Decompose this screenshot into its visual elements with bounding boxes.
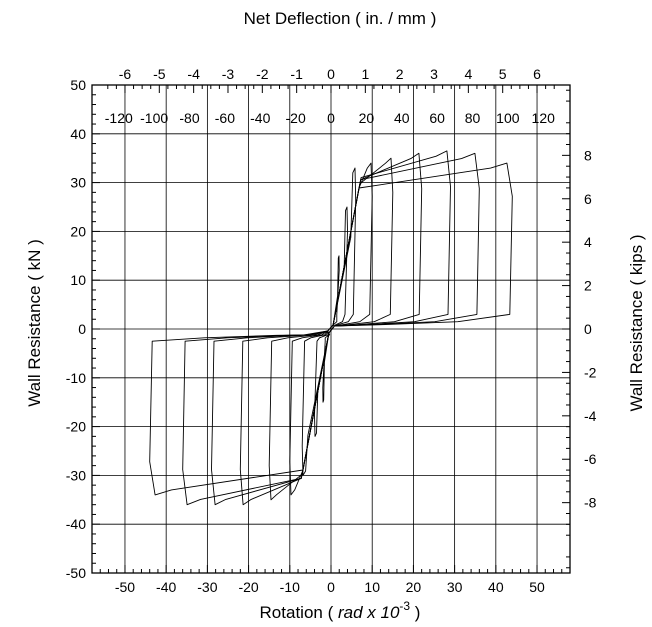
hysteresis-loop-9: [149, 162, 513, 496]
left-tick-label: -20: [66, 419, 86, 435]
left-axis-title: Wall Resistance ( kN ): [25, 239, 44, 407]
left-tick-label: 20: [70, 223, 86, 239]
bottom-tick-label: 10: [364, 579, 380, 595]
right-tick-label: -2: [584, 364, 597, 380]
right-tick-label: 4: [584, 234, 592, 250]
bottom-tick-label: 30: [447, 579, 463, 595]
mm-tick-label: 40: [394, 110, 410, 126]
top-inch-tick-label: 4: [464, 66, 472, 82]
top-inch-tick-label: -4: [187, 66, 200, 82]
left-tick-label: 10: [70, 272, 86, 288]
left-tick-label: -40: [66, 516, 86, 532]
right-tick-label: 8: [584, 147, 592, 163]
bottom-tick-label: 50: [529, 579, 545, 595]
top-inch-tick-label: -1: [290, 66, 303, 82]
bottom-tick-label: -30: [197, 579, 217, 595]
mm-tick-label: -100: [140, 110, 168, 126]
right-tick-label: 6: [584, 191, 592, 207]
bottom-tick-label: -40: [156, 579, 176, 595]
mm-tick-label: -40: [250, 110, 270, 126]
mm-tick-label: 120: [532, 110, 556, 126]
right-tick-label: -8: [584, 495, 597, 511]
top-inch-tick-label: 5: [499, 66, 507, 82]
mm-tick-label: 0: [327, 110, 335, 126]
mm-tick-label: 60: [429, 110, 445, 126]
right-tick-label: 2: [584, 278, 592, 294]
axis-ticks: [91, 84, 571, 574]
top-inch-tick-label: 1: [361, 66, 369, 82]
left-tick-label: -30: [66, 467, 86, 483]
top-axis-title: Net Deflection ( in. / mm ): [244, 9, 437, 28]
top-inch-tick-label: -2: [256, 66, 269, 82]
mm-tick-label: 20: [359, 110, 375, 126]
bottom-axis-title: Rotation ( rad x 10-3 ): [260, 599, 421, 622]
bottom-tick-label: 0: [327, 579, 335, 595]
left-tick-label: -10: [66, 370, 86, 386]
right-tick-label: 0: [584, 321, 592, 337]
top-inch-tick-label: -3: [222, 66, 235, 82]
top-inch-tick-label: 2: [396, 66, 404, 82]
top-inch-tick-label: -6: [119, 66, 132, 82]
hysteresis-curves: [149, 150, 513, 506]
top-inch-tick-label: -5: [153, 66, 166, 82]
left-tick-label: 30: [70, 175, 86, 191]
left-tick-label: 0: [78, 321, 86, 337]
bottom-tick-label: 40: [488, 579, 504, 595]
bottom-tick-label: -20: [238, 579, 258, 595]
top-inch-tick-label: 3: [430, 66, 438, 82]
top-inch-tick-label: 6: [533, 66, 541, 82]
bottom-tick-label: 20: [406, 579, 422, 595]
mm-tick-label: -60: [215, 110, 235, 126]
mm-tick-label: 80: [465, 110, 481, 126]
top-inch-tick-label: 0: [327, 66, 335, 82]
mm-tick-label: 100: [496, 110, 520, 126]
left-tick-label: 40: [70, 126, 86, 142]
mm-tick-label: -120: [105, 110, 133, 126]
right-tick-label: -6: [584, 451, 597, 467]
left-tick-label: -50: [66, 565, 86, 581]
tick-labels: -50 -40 -30 -20 -10 0 10 20 30 40 50-50-40-30-20-1…: [66, 66, 597, 595]
mm-tick-label: -20: [286, 110, 306, 126]
right-axis-title: Wall Resistance ( kips ): [627, 235, 646, 412]
left-tick-label: 50: [70, 77, 86, 93]
bottom-tick-label: -50: [115, 579, 135, 595]
hysteresis-loop-1: [322, 255, 340, 403]
grid: [92, 84, 570, 574]
right-tick-label: -4: [584, 408, 597, 424]
bottom-tick-label: -10: [280, 579, 300, 595]
mm-tick-label: -80: [179, 110, 199, 126]
